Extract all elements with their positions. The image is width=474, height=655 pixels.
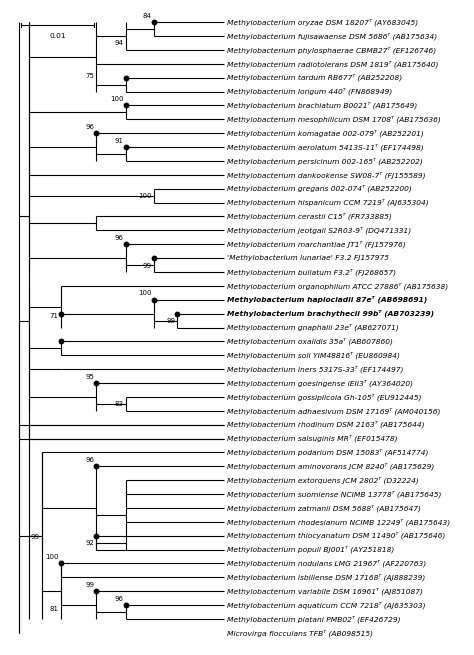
- Text: Methylobacterium populi BJ001ᵀ (AY251818): Methylobacterium populi BJ001ᵀ (AY251818…: [227, 546, 394, 553]
- Text: Methylobacterium extorquens JCM 2802ᵀ (D32224): Methylobacterium extorquens JCM 2802ᵀ (D…: [227, 476, 419, 484]
- Text: 100: 100: [45, 554, 58, 560]
- Text: Methylobacterium goesingense iEII3ᵀ (AY364020): Methylobacterium goesingense iEII3ᵀ (AY3…: [227, 379, 413, 386]
- Text: Methylobacterium brachiatum B0021ᵀ (AB175649): Methylobacterium brachiatum B0021ᵀ (AB17…: [227, 102, 417, 109]
- Text: Methylobacterium platani PMB02ᵀ (EF426729): Methylobacterium platani PMB02ᵀ (EF42672…: [227, 615, 401, 623]
- Text: Methylobacterium gnaphalii 23eᵀ (AB627071): Methylobacterium gnaphalii 23eᵀ (AB62707…: [227, 324, 399, 331]
- Text: Methylobacterium podarium DSM 15083ᵀ (AF514774): Methylobacterium podarium DSM 15083ᵀ (AF…: [227, 449, 428, 456]
- Text: 84: 84: [143, 14, 152, 20]
- Text: Methylobacterium zatmanii DSM 5688ᵀ (AB175647): Methylobacterium zatmanii DSM 5688ᵀ (AB1…: [227, 504, 421, 512]
- Text: Methylobacterium nodulans LMG 21967ᵀ (AF220763): Methylobacterium nodulans LMG 21967ᵀ (AF…: [227, 559, 426, 567]
- Text: Methylobacterium cerastii C15ᵀ (FR733885): Methylobacterium cerastii C15ᵀ (FR733885…: [227, 213, 392, 220]
- Text: 96: 96: [85, 457, 94, 463]
- Text: 96: 96: [115, 595, 124, 601]
- Text: Methylobacterium aminovorans JCM 8240ᵀ (AB175629): Methylobacterium aminovorans JCM 8240ᵀ (…: [227, 462, 434, 470]
- Text: Methylobacterium mesophilicum DSM 1708ᵀ (AB175636): Methylobacterium mesophilicum DSM 1708ᵀ …: [227, 115, 441, 123]
- Text: 96: 96: [85, 124, 94, 130]
- Text: Methylobacterium phylosphaerae CBMB27ᵀ (EF126746): Methylobacterium phylosphaerae CBMB27ᵀ (…: [227, 47, 436, 54]
- Text: Methylobacterium thiocyanatum DSM 11490ᵀ (AB175646): Methylobacterium thiocyanatum DSM 11490ᵀ…: [227, 532, 445, 540]
- Text: Methylobacterium tardum RB677ᵀ (AB252208): Methylobacterium tardum RB677ᵀ (AB252208…: [227, 74, 402, 81]
- Text: Methylobacterium rhodinum DSM 2163ᵀ (AB175644): Methylobacterium rhodinum DSM 2163ᵀ (AB1…: [227, 421, 424, 428]
- Text: Methylobacterium komagatae 002-079ᵀ (AB252201): Methylobacterium komagatae 002-079ᵀ (AB2…: [227, 130, 424, 137]
- Text: Methylobacterium longum 440ᵀ (FN868949): Methylobacterium longum 440ᵀ (FN868949): [227, 88, 392, 96]
- Text: 92: 92: [85, 540, 94, 546]
- Text: Methylobacterium marchantiae JT1ᵀ (FJ157976): Methylobacterium marchantiae JT1ᵀ (FJ157…: [227, 240, 406, 248]
- Text: 0.01: 0.01: [49, 33, 66, 39]
- Text: 94: 94: [115, 41, 124, 47]
- Text: Methylobacterium salsuginis MRᵀ (EF015478): Methylobacterium salsuginis MRᵀ (EF01547…: [227, 435, 397, 442]
- Text: 81: 81: [49, 606, 58, 612]
- Text: Methylobacterium persicinum 002-165ᵀ (AB252202): Methylobacterium persicinum 002-165ᵀ (AB…: [227, 157, 423, 164]
- Text: Methylobacterium jeotgali S2R03-9ᵀ (DQ471331): Methylobacterium jeotgali S2R03-9ᵀ (DQ47…: [227, 227, 411, 234]
- Text: 96: 96: [115, 234, 124, 241]
- Text: Methylobacterium variabile DSM 16961ᵀ (AJ851087): Methylobacterium variabile DSM 16961ᵀ (A…: [227, 588, 423, 595]
- Text: 95: 95: [85, 373, 94, 379]
- Text: 99: 99: [31, 534, 40, 540]
- Text: Methylobacterium isbiliense DSM 17168ᵀ (AJ888239): Methylobacterium isbiliense DSM 17168ᵀ (…: [227, 574, 425, 581]
- Text: Methylobacterium oryzae DSM 18207ᵀ (AY683045): Methylobacterium oryzae DSM 18207ᵀ (AY68…: [227, 18, 418, 26]
- Text: Methylobacterium radiotolerans DSM 1819ᵀ (AB175640): Methylobacterium radiotolerans DSM 1819ᵀ…: [227, 60, 438, 67]
- Text: Methylobacterium iners 5317S-33ᵀ (EF174497): Methylobacterium iners 5317S-33ᵀ (EF1744…: [227, 365, 403, 373]
- Text: Methylobacterium aquaticum CCM 7218ᵀ (AJ635303): Methylobacterium aquaticum CCM 7218ᵀ (AJ…: [227, 601, 425, 608]
- Text: 'Methylobacterium lunariae' F3.2 FJ157975: 'Methylobacterium lunariae' F3.2 FJ15797…: [227, 255, 389, 261]
- Text: Methylobacterium hispanicum CCM 7219ᵀ (AJ635304): Methylobacterium hispanicum CCM 7219ᵀ (A…: [227, 199, 428, 206]
- Text: Methylobacterium dankookense SW08-7ᵀ (FJ155589): Methylobacterium dankookense SW08-7ᵀ (FJ…: [227, 171, 425, 179]
- Text: 100: 100: [138, 193, 152, 199]
- Text: 75: 75: [85, 73, 94, 79]
- Text: 99: 99: [166, 318, 175, 324]
- Text: Methylobacterium gossipiicola Gh-105ᵀ (EU912445): Methylobacterium gossipiicola Gh-105ᵀ (E…: [227, 393, 421, 401]
- Text: 100: 100: [110, 96, 124, 102]
- Text: Methylobacterium organophilum ATCC 27886ᵀ (AB175638): Methylobacterium organophilum ATCC 27886…: [227, 282, 448, 290]
- Text: 100: 100: [138, 290, 152, 296]
- Text: Methylobacterium gregans 002-074ᵀ (AB252200): Methylobacterium gregans 002-074ᵀ (AB252…: [227, 185, 411, 193]
- Text: 83: 83: [115, 402, 124, 407]
- Text: 71: 71: [49, 313, 58, 319]
- Text: Methylobacterium aerolatum 5413S-11ᵀ (EF174498): Methylobacterium aerolatum 5413S-11ᵀ (EF…: [227, 143, 424, 151]
- Text: Methylobacterium soli YIM48816ᵀ (EU860984): Methylobacterium soli YIM48816ᵀ (EU86098…: [227, 352, 400, 359]
- Text: Methylobacterium bullatum F3.2ᵀ (FJ268657): Methylobacterium bullatum F3.2ᵀ (FJ26865…: [227, 269, 396, 276]
- Text: 99: 99: [85, 582, 94, 588]
- Text: Methylobacterium brachythecii 99bᵀ (AB703239): Methylobacterium brachythecii 99bᵀ (AB70…: [227, 310, 434, 318]
- Text: Methylobacterium oxalidis 35aᵀ (AB607860): Methylobacterium oxalidis 35aᵀ (AB607860…: [227, 337, 393, 345]
- Text: 91: 91: [115, 138, 124, 143]
- Text: Microvirga flocculans TFBᵀ (AB098515): Microvirga flocculans TFBᵀ (AB098515): [227, 629, 373, 637]
- Text: Methylobacterium adhaesivum DSM 17169ᵀ (AM040156): Methylobacterium adhaesivum DSM 17169ᵀ (…: [227, 407, 440, 415]
- Text: Methylobacterium haplocladii 87eᵀ (AB698691): Methylobacterium haplocladii 87eᵀ (AB698…: [227, 296, 427, 303]
- Text: 99: 99: [143, 263, 152, 269]
- Text: Methylobacterium rhodesianum NCIMB 12249ᵀ (AB175643): Methylobacterium rhodesianum NCIMB 12249…: [227, 518, 450, 525]
- Text: Methylobacterium fujisawaense DSM 5686ᵀ (AB175634): Methylobacterium fujisawaense DSM 5686ᵀ …: [227, 32, 437, 40]
- Text: Methylobacterium suomiense NCIMB 13778ᵀ (AB175645): Methylobacterium suomiense NCIMB 13778ᵀ …: [227, 491, 441, 498]
